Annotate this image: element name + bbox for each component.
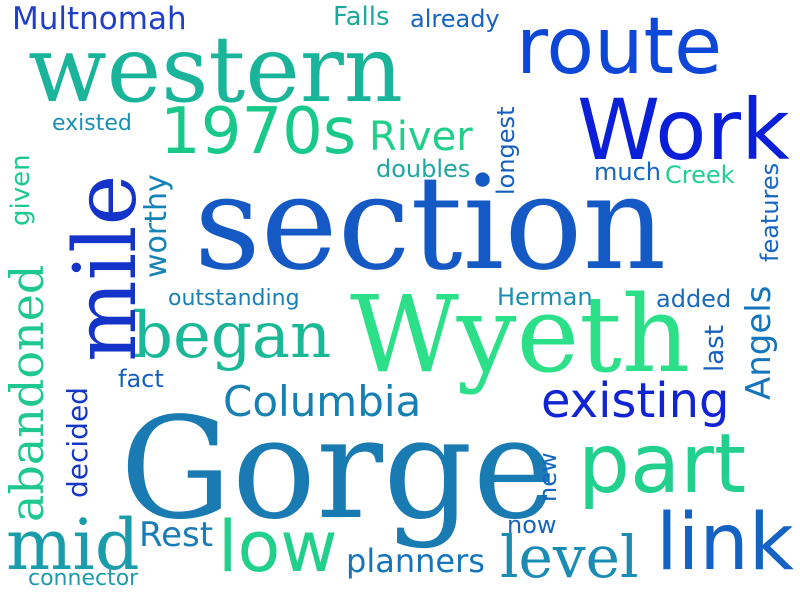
word-falls: Falls	[333, 2, 390, 32]
word-mid: mid	[6, 504, 140, 586]
word-river: River	[369, 114, 473, 160]
word-fact: fact	[118, 365, 164, 393]
word-mile: mile	[56, 174, 156, 362]
word-planners: planners	[346, 542, 485, 580]
word-western: western	[28, 16, 404, 123]
word-rest: Rest	[139, 515, 214, 555]
word-now: now	[507, 511, 557, 539]
word-connector: connector	[28, 566, 139, 591]
word-angels: Angels	[739, 285, 779, 400]
word-level: level	[500, 523, 639, 591]
word-existing: existing	[541, 373, 730, 429]
word-multnomah: Multnomah	[12, 1, 187, 37]
word-part: part	[578, 417, 747, 512]
word-outstanding: outstanding	[168, 286, 300, 311]
word-began: began	[132, 299, 332, 373]
word-given: given	[6, 154, 36, 226]
word-work: Work	[577, 81, 790, 179]
word-already: already	[410, 5, 500, 33]
word-low: low	[218, 506, 338, 588]
word-columbia: Columbia	[223, 377, 422, 426]
word-features: features	[756, 162, 784, 262]
word-last: last	[700, 325, 730, 372]
word-gorge: Gorge	[120, 388, 556, 551]
word-much: much	[594, 158, 661, 186]
word-1970s: 1970s	[160, 95, 357, 169]
word-route: route	[516, 2, 723, 92]
word-decided: decided	[61, 387, 94, 498]
word-creek: Creek	[665, 161, 735, 189]
word-link: link	[656, 498, 794, 588]
word-new: new	[534, 452, 562, 502]
word-herman: Herman	[497, 283, 593, 311]
word-doubles: doubles	[376, 155, 471, 183]
word-section: section	[194, 147, 667, 299]
word-added: added	[656, 285, 732, 313]
word-abandoned: abandoned	[0, 264, 54, 522]
word-worthy: worthy	[139, 174, 174, 278]
word-longest: longest	[492, 106, 520, 195]
word-existed: existed	[52, 111, 132, 136]
word-wyeth: Wyeth	[350, 273, 691, 396]
